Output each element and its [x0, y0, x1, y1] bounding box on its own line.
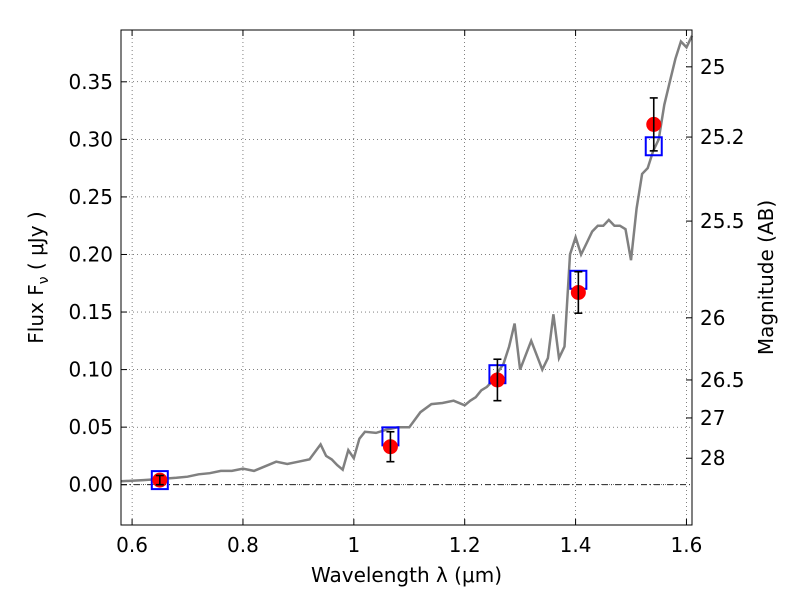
y2-tick-label: 27 — [700, 406, 725, 430]
grid-lines — [121, 30, 692, 525]
y-tick-label: 0.00 — [68, 473, 113, 497]
x-tick-label: 1.6 — [671, 533, 703, 557]
y-axis-ticks: 0.00 0.05 0.10 0.15 0.20 0.25 0.30 0.35 — [68, 70, 127, 497]
x-tick-label: 1.4 — [560, 533, 592, 557]
x-tick-label: 0.6 — [116, 533, 148, 557]
observed-point — [489, 358, 505, 402]
x-axis-ticks: 0.6 0.8 1 1.2 1.4 1.6 — [116, 30, 702, 557]
x-tick-label: 0.8 — [227, 533, 259, 557]
spectrum-line — [120, 35, 694, 483]
y2-axis-ticks: 25 25.2 25.5 26 26.5 27 28 — [686, 55, 745, 470]
y-axis-label-main: Flux F — [24, 284, 48, 343]
y-axis-label-unit: ( μJy ) — [24, 211, 48, 276]
x-axis-label: Wavelength λ (μm) — [311, 563, 502, 587]
y2-tick-label: 26.5 — [700, 368, 745, 392]
observed-point — [382, 430, 398, 463]
y-tick-label: 0.05 — [68, 415, 113, 439]
x-tick-label: 1 — [347, 533, 360, 557]
y-axis-label: Flux Fν ( μJy ) — [24, 211, 52, 343]
y-tick-label: 0.30 — [68, 127, 113, 151]
model-band-marker — [150, 470, 169, 491]
y-tick-label: 0.25 — [68, 185, 113, 209]
observed-point — [152, 472, 168, 488]
observed-point — [570, 270, 586, 314]
model-spectrum — [120, 35, 694, 483]
y-tick-label: 0.10 — [68, 358, 113, 382]
y2-tick-label: 25 — [700, 55, 725, 79]
y2-tick-label: 25.5 — [700, 209, 745, 233]
y2-axis-label: Magnitude (AB) — [754, 200, 778, 355]
y-tick-label: 0.20 — [68, 242, 113, 266]
y2-tick-label: 28 — [700, 446, 725, 470]
y-tick-label: 0.35 — [68, 70, 113, 94]
y2-tick-label: 26 — [700, 306, 725, 330]
plot-frame — [120, 29, 693, 526]
x-tick-label: 1.2 — [449, 533, 481, 557]
y2-tick-label: 25.2 — [700, 125, 745, 149]
y-tick-label: 0.15 — [68, 300, 113, 324]
observed-point — [646, 97, 662, 152]
photometry-points — [150, 97, 663, 491]
y-axis-label-subscript: ν — [36, 276, 52, 284]
